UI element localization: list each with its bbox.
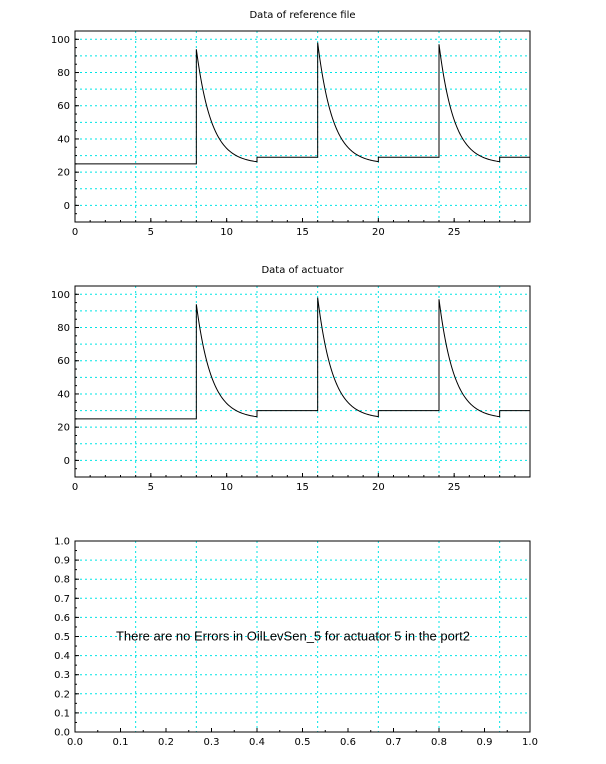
- x-tick-label: 15: [296, 227, 309, 238]
- x-tick-label: 20: [372, 482, 385, 493]
- series-line: [75, 42, 530, 165]
- y-tick-label: 0.1: [54, 708, 70, 719]
- y-tick-label: 0.4: [54, 651, 70, 662]
- x-tick-label: 0.5: [295, 737, 311, 748]
- y-tick-label: 80: [57, 323, 70, 334]
- y-tick-label: 0.2: [54, 689, 70, 700]
- chart-2: Data of actuator 0 5 10 15 20 25 0 20 40 60 80 100: [51, 265, 531, 493]
- x-tick-label: 0.0: [67, 737, 83, 748]
- y-tick-label: 0.9: [54, 556, 70, 567]
- annotation-text: There are no Errors in OilLevSen_5 for a…: [116, 629, 470, 644]
- y-tick-label: 20: [57, 168, 70, 179]
- x-tick-label: 10: [220, 482, 233, 493]
- x-tick-label: 0.6: [340, 737, 356, 748]
- x-tick-label: 20: [372, 227, 385, 238]
- y-tick-label: 20: [57, 423, 70, 434]
- x-tick-label: 0.3: [204, 737, 220, 748]
- x-tick-label: 5: [148, 227, 154, 238]
- chart-title: Data of reference file: [249, 10, 355, 21]
- x-tick-label: 10: [220, 227, 233, 238]
- x-tick-label: 0.7: [386, 737, 402, 748]
- chart-3: 0.0 0.1 0.2 0.3 0.4 0.5 0.6 0.7 0.8 0.9 1.0 0.0 0.1 0…: [54, 537, 538, 749]
- y-tick-label: 0.3: [54, 670, 70, 681]
- x-tick-label: 25: [448, 482, 461, 493]
- series-line: [75, 297, 530, 420]
- y-tick-label: 60: [57, 356, 70, 367]
- y-tick-label: 80: [57, 68, 70, 79]
- y-tick-label: 40: [57, 134, 70, 145]
- x-tick-label: 15: [296, 482, 309, 493]
- y-tick-label: 0.6: [54, 613, 70, 624]
- plot-frame: [74, 285, 531, 478]
- x-tick-label: 0: [72, 482, 78, 493]
- x-tick-label: 5: [148, 482, 154, 493]
- x-tick-label: 0.4: [249, 737, 265, 748]
- x-tick-label: 0.9: [477, 737, 493, 748]
- x-tick-label: 0.2: [158, 737, 174, 748]
- y-tick-label: 1.0: [54, 537, 70, 548]
- x-tick-label: 0.8: [431, 737, 447, 748]
- y-tick-label: 100: [51, 290, 70, 301]
- y-tick-label: 0: [64, 456, 70, 467]
- y-tick-label: 0.7: [54, 594, 70, 605]
- y-tick-label: 40: [57, 389, 70, 400]
- y-tick-label: 0: [64, 201, 70, 212]
- y-tick-label: 0.0: [54, 728, 70, 739]
- x-tick-label: 0: [72, 227, 78, 238]
- chart-1: Data of reference file 0 5 10 15 20 25 0 20 40 60 8…: [51, 10, 531, 238]
- y-tick-label: 0.8: [54, 575, 70, 586]
- chart-title: Data of actuator: [261, 265, 344, 276]
- y-tick-label: 0.5: [54, 632, 70, 643]
- plot-frame: [74, 30, 531, 223]
- x-tick-label: 1.0: [522, 737, 538, 748]
- x-tick-label: 25: [448, 227, 461, 238]
- x-tick-label: 0.1: [113, 737, 129, 748]
- y-tick-label: 60: [57, 101, 70, 112]
- y-tick-label: 100: [51, 35, 70, 46]
